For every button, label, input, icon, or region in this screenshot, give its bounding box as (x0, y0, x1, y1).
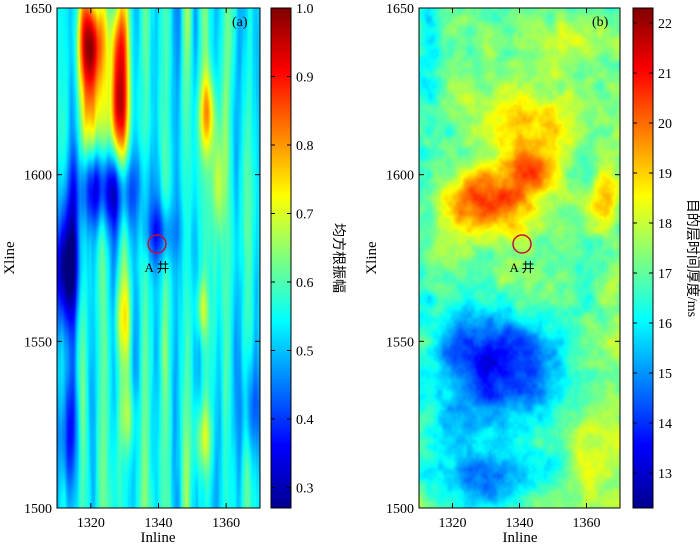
colorbar-tick-label: 15 (658, 367, 672, 382)
y-tick-label: 1500 (24, 502, 52, 517)
colorbar-tick-label: 0.5 (296, 344, 314, 359)
well-label-a: A 井 (145, 260, 170, 275)
colorbar-tick-label: 17 (658, 267, 672, 282)
well-marker-a (147, 234, 167, 254)
y-axis-title-a: Xline (2, 241, 18, 275)
colorbar-a (270, 7, 292, 509)
y-tick-label: 1600 (386, 169, 414, 184)
colorbar-tick-label: 14 (658, 417, 672, 432)
well-marker-b (512, 234, 532, 254)
colorbar-tick-label: 18 (658, 217, 672, 232)
colorbar-title-b: 目的层时间厚度/ms (684, 199, 700, 317)
colorbar-b (632, 7, 654, 509)
colorbar-ticks-b: 13 14 15 16 17 18 19 20 21 22 (633, 17, 672, 482)
colorbar-tick-label: 22 (658, 17, 672, 32)
x-tick-label: 1360 (212, 516, 240, 531)
colorbar-tick-label: 0.9 (296, 70, 314, 85)
y-tick-label: 1650 (24, 2, 52, 17)
x-tick-label: 1320 (439, 516, 467, 531)
axes-a: 1320 1340 1360 1500 1550 1600 1650 (24, 2, 260, 531)
heatmap-b (419, 8, 620, 508)
colorbar-tick-label: 0.6 (296, 276, 314, 291)
well-label-b: A 井 (510, 260, 535, 275)
y-tick-label: 1600 (24, 169, 52, 184)
colorbar-tick-label: 16 (658, 317, 672, 332)
colorbar-tick-label: 0.4 (296, 413, 314, 428)
panel-label-b: (b) (592, 15, 609, 30)
x-tick-label: 1340 (145, 516, 173, 531)
x-axis-title-b: Inline (503, 530, 538, 546)
colorbar-tick-label: 20 (658, 117, 672, 132)
x-tick-label: 1320 (77, 516, 105, 531)
heatmap-a (57, 8, 260, 508)
panel-label-a: (a) (232, 15, 248, 30)
colorbar-tick-label: 13 (658, 467, 672, 482)
colorbar-tick-label: 0.8 (296, 139, 314, 154)
colorbar-tick-label: 19 (658, 167, 672, 182)
x-tick-label: 1360 (573, 516, 601, 531)
colorbar-ticks-a: 0.3 0.4 0.5 0.6 0.7 0.8 0.9 1.0 (271, 2, 314, 496)
colorbar-tick-label: 0.3 (296, 481, 314, 496)
colorbar-tick-label: 1.0 (296, 2, 314, 17)
y-tick-label: 1500 (386, 502, 414, 517)
x-tick-label: 1340 (506, 516, 534, 531)
y-tick-label: 1650 (386, 2, 414, 17)
colorbar-title-a: 均方根振幅 (330, 223, 346, 293)
x-axis-title-a: Inline (141, 530, 176, 546)
y-tick-label: 1550 (24, 335, 52, 350)
y-axis-title-b: Xline (364, 241, 380, 275)
colorbar-tick-label: 0.7 (296, 207, 314, 222)
colorbar-tick-label: 21 (658, 67, 672, 82)
y-tick-label: 1550 (386, 335, 414, 350)
axes-b: 1320 1340 1360 1500 1550 1600 1650 (386, 2, 620, 531)
